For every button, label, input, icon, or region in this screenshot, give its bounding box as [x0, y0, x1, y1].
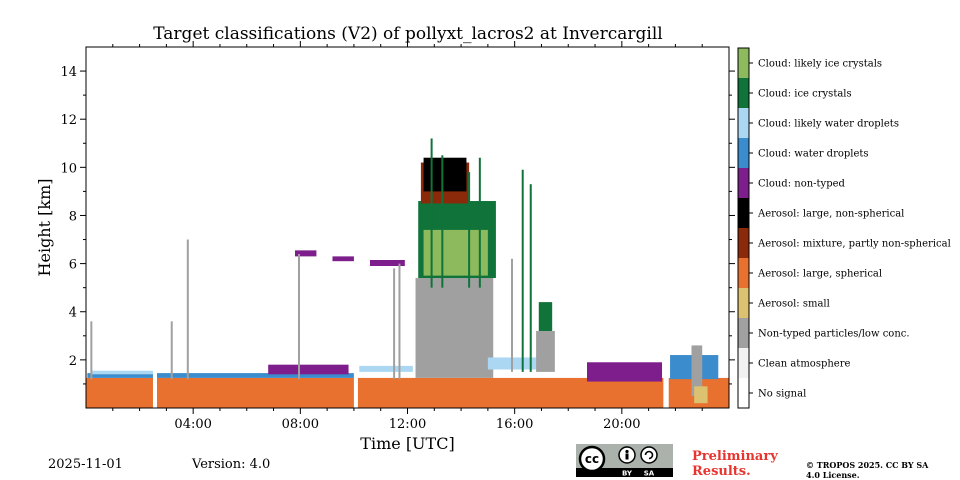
date-label: 2025-11-01 [48, 457, 123, 472]
class-region-13 [487, 357, 542, 370]
class-region-0 [86, 377, 729, 408]
plot-background [86, 47, 729, 408]
cc-badge-strip [576, 468, 673, 477]
cc-license-badge: cc BY SA [576, 444, 673, 477]
colorbar-swatch-0 [738, 378, 749, 408]
cc-logo-text: cc [585, 452, 599, 466]
class-column-12 [529, 184, 532, 372]
y-tick-label-6: 14 [60, 65, 77, 80]
colorbar-label-3: Aerosol: small [757, 299, 830, 310]
class-column-11 [521, 169, 524, 372]
sa-label: SA [644, 470, 655, 478]
class-region-15 [538, 302, 553, 331]
preliminary-results-label: Preliminary Results. [692, 449, 778, 479]
colorbar-swatch-1 [738, 348, 749, 378]
by-person-body [625, 453, 629, 460]
x-tick-label-0: 04:00 [174, 417, 211, 432]
colorbar-label-2: Non-typed particles/low conc. [758, 329, 910, 340]
class-column-4 [393, 268, 396, 380]
colorbar-label-1: Clean atmosphere [758, 359, 851, 370]
class-region-20 [152, 367, 157, 408]
colorbar-label-11: Cloud: likely ice crystals [758, 59, 882, 70]
copyright-label: © TROPOS 2025. CC BY SA 4.0 License. [806, 460, 929, 480]
axes: 04:00 08:00 12:00 16:00 20:00 2 4 6 8 10 12 14 Time … [35, 41, 735, 453]
class-region-16 [587, 362, 663, 382]
class-column-10 [510, 258, 513, 372]
colorbar-swatch-6 [738, 198, 749, 228]
class-region-7 [369, 259, 405, 267]
class-region-10 [423, 229, 488, 276]
colorbar-label-5: Aerosol: mixture, partly non-spherical [757, 239, 951, 250]
class-column-9 [478, 157, 481, 288]
class-column-6 [430, 138, 433, 288]
colorbar-swatch-10 [738, 78, 749, 108]
chart-title: Target classifications (V2) of pollyxt_l… [153, 24, 663, 44]
by-person-head [625, 449, 629, 454]
class-region-1 [87, 373, 354, 378]
class-region-18 [691, 345, 703, 396]
class-column-5 [398, 263, 401, 380]
colorbar-swatch-4 [738, 258, 749, 288]
cc-logo-icon [578, 445, 606, 473]
class-column-2 [186, 239, 189, 380]
class-column-8 [468, 172, 471, 288]
colorbar-label-8: Cloud: water droplets [758, 149, 869, 160]
class-column-1 [170, 321, 173, 380]
class-region-8 [415, 278, 494, 378]
colorbar-frame [737, 47, 750, 409]
y-tick-label-5: 12 [60, 113, 77, 128]
version-label: Version: 4.0 [192, 457, 271, 472]
class-region-12 [423, 157, 467, 192]
class-region-21 [353, 367, 358, 408]
x-tick-label-1: 08:00 [282, 417, 319, 432]
colorbar-label-9: Cloud: likely water droplets [758, 119, 899, 130]
y-tick-label-1: 4 [69, 306, 77, 321]
sa-share-icon [640, 446, 658, 464]
y-tick-label-2: 6 [69, 258, 77, 273]
colorbar-swatch-5 [738, 228, 749, 258]
x-tick-label-3: 16:00 [496, 417, 533, 432]
class-region-19 [694, 386, 708, 404]
class-region-22 [663, 367, 669, 408]
colorbar-swatch-9 [738, 108, 749, 138]
y-tick-label-3: 8 [69, 209, 77, 224]
class-region-6 [332, 256, 354, 262]
colorbar-label-10: Cloud: ice crystals [758, 89, 852, 100]
class-column-3 [297, 253, 300, 380]
class-region-3 [268, 364, 349, 375]
y-axis-label: Height [km] [35, 179, 54, 277]
colorbar-swatch-8 [738, 138, 749, 168]
x-tick-label-2: 12:00 [389, 417, 426, 432]
y-tick-label-0: 2 [69, 354, 77, 369]
by-label: BY [622, 470, 633, 478]
x-tick-label-4: 20:00 [603, 417, 640, 432]
class-region-2 [91, 370, 156, 375]
colorbar-label-4: Aerosol: large, spherical [757, 269, 882, 280]
class-region-14 [536, 330, 555, 372]
colorbar: No signal Clean atmosphere Non-typed parti… [737, 47, 951, 409]
colorbar-label-6: Aerosol: large, non-spherical [757, 209, 904, 220]
colorbar-swatch-11 [738, 48, 749, 78]
class-column-0 [90, 321, 93, 380]
colorbar-swatch-2 [738, 318, 749, 348]
colorbar-label-0: No signal [758, 389, 806, 400]
class-region-4 [359, 365, 413, 372]
plot-area [86, 47, 729, 408]
colorbar-swatch-3 [738, 288, 749, 318]
sa-share-arrow [644, 450, 654, 460]
y-tick-label-4: 10 [60, 161, 77, 176]
colorbar-swatch-7 [738, 168, 749, 198]
x-axis-label: Time [UTC] [360, 434, 454, 453]
class-region-5 [294, 250, 317, 257]
class-column-7 [441, 155, 444, 288]
colorbar-label-7: Cloud: non-typed [758, 179, 846, 190]
